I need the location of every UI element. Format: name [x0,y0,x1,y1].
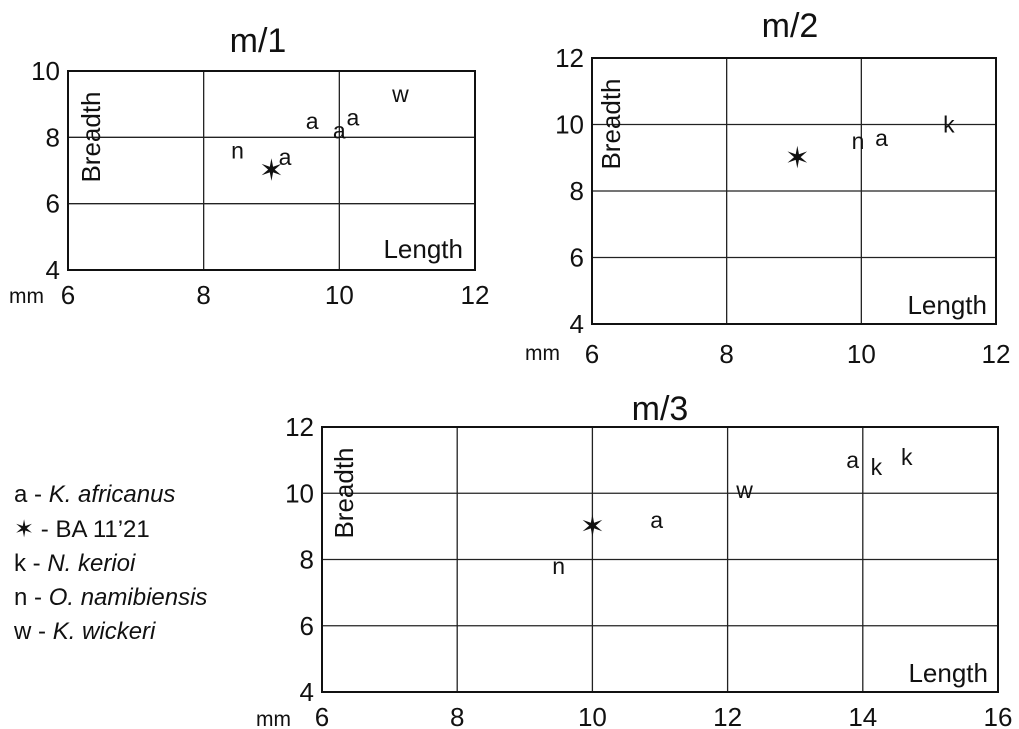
data-point: a [306,108,319,134]
data-point: n [231,138,244,164]
legend-dash: - [34,584,43,611]
y-tick-label: 8 [570,176,584,206]
legend-item: n - O. namibiensis [14,581,207,615]
data-point: a [333,118,346,144]
legend-item: ✶ - BA 11’21 [14,512,207,547]
x-axis-label: Length [907,290,987,320]
chart-title: m/3 [632,390,689,428]
legend-key: n [14,584,28,611]
x-tick-label: 12 [982,339,1011,369]
data-point: k [901,444,913,470]
y-tick-label: 10 [555,110,584,140]
data-point: a [347,104,360,130]
y-tick-label: 4 [570,309,584,339]
x-tick-label: 10 [325,280,354,310]
legend-label: BA 11’21 [55,516,150,543]
legend-key: k [14,550,26,577]
data-point: k [943,112,955,138]
y-axis-label: Breadth [329,447,359,538]
x-tick-label: 10 [847,339,876,369]
data-point: a [279,144,292,170]
data-point-star: ✶ [259,154,284,189]
legend: a - K. africanus ✶ - BA 11’21 k - N. ker… [14,478,207,649]
x-tick-label: 6 [585,339,599,369]
x-axis-label: Length [908,658,988,688]
x-tick-label: 6 [315,702,329,729]
y-tick-label: 12 [285,412,314,442]
data-point: k [871,454,883,480]
y-tick-label: 4 [46,255,60,285]
y-tick-label: 6 [46,189,60,219]
legend-label: K. wickeri [52,618,156,645]
star-icon: ✶ [14,515,35,543]
y-tick-label: 6 [300,611,314,641]
legend-key: w [14,618,32,645]
data-point: n [552,553,565,579]
unit-label: mm [525,342,560,365]
data-point: a [875,125,888,151]
x-axis-label: Length [383,234,463,264]
data-point-star: ✶ [580,509,605,544]
x-tick-label: 16 [984,702,1013,729]
x-tick-label: 10 [578,702,607,729]
unit-label: mm [256,708,291,729]
x-tick-label: 14 [848,702,877,729]
unit-label: mm [9,285,44,308]
legend-dash: - [40,516,49,543]
y-axis-label: Breadth [596,78,626,169]
legend-key: a [14,481,28,508]
y-tick-label: 10 [31,56,60,86]
legend-dash: - [38,618,47,645]
plot-frame [67,70,476,271]
legend-label: K. africanus [48,481,176,508]
chart-title: m/2 [762,7,819,45]
chart-title: m/1 [230,22,287,60]
y-tick-label: 8 [46,122,60,152]
data-point: w [391,81,409,107]
legend-label: O. namibiensis [48,584,208,611]
y-tick-label: 6 [570,243,584,273]
y-tick-label: 12 [555,43,584,73]
x-tick-label: 6 [61,280,75,310]
data-point: w [735,477,753,503]
x-tick-label: 8 [450,702,464,729]
legend-item: a - K. africanus [14,478,207,512]
data-point-star: ✶ [785,141,810,176]
x-tick-label: 12 [461,280,490,310]
legend-dash: - [32,550,41,577]
x-tick-label: 12 [713,702,742,729]
y-tick-label: 4 [300,677,314,707]
x-tick-label: 8 [719,339,733,369]
y-tick-label: 10 [285,478,314,508]
data-point: a [650,507,663,533]
x-tick-label: 8 [196,280,210,310]
legend-dash: - [34,481,43,508]
y-axis-label: Breadth [76,91,106,182]
y-tick-label: 8 [300,545,314,575]
data-point: a [846,447,859,473]
legend-label: N. kerioi [47,550,136,577]
legend-item: w - K. wickeri [14,615,207,649]
plot-frame [321,426,999,693]
plot-frame [591,57,997,325]
legend-item: k - N. kerioi [14,547,207,581]
data-point: n [852,128,865,154]
